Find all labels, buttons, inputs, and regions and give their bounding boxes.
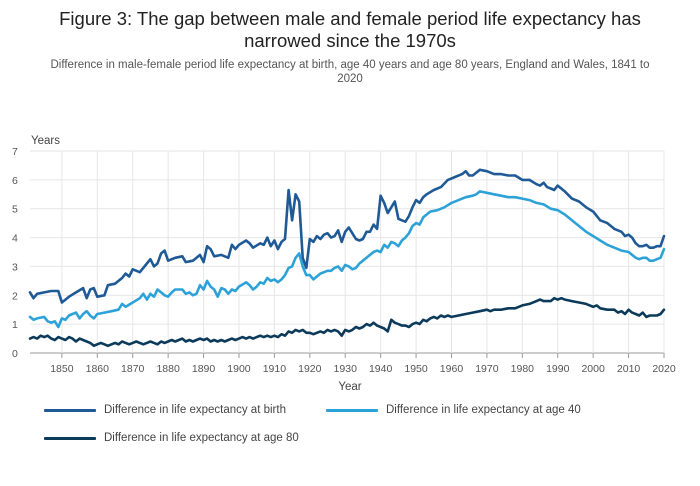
x-tick-label: 1950 (404, 363, 428, 375)
y-tick-label: 7 (12, 146, 18, 158)
x-tick-label: 1970 (475, 363, 499, 375)
x-tick-label: 1890 (192, 363, 216, 375)
y-tick-label: 5 (12, 204, 18, 216)
legend-label-age-80: Difference in life expectancy at age 80 (104, 432, 299, 444)
gridlines (30, 150, 665, 354)
x-tick-label: 1910 (263, 363, 287, 375)
x-tick-label: 1860 (86, 363, 110, 375)
legend-label-birth: Difference in life expectancy at birth (104, 404, 286, 416)
y-tick-label: 3 (12, 261, 18, 273)
series-lines (28, 168, 666, 348)
legend-item-age-40[interactable]: Difference in life expectancy at age 40 (326, 404, 581, 416)
legend-item-age-80[interactable]: Difference in life expectancy at age 80 (44, 432, 299, 444)
x-tick-label: 1980 (511, 363, 535, 375)
y-axis-ticks: 0 1 2 3 4 5 6 7 (12, 146, 18, 360)
y-tick-label: 2 (12, 290, 18, 302)
y-axis-label: Years (31, 135, 60, 147)
legend-swatch-age-40 (326, 408, 378, 412)
series-line-age-40 (28, 190, 666, 329)
x-tick-label: 1930 (334, 363, 358, 375)
x-tick-label: 1940 (369, 363, 393, 375)
x-tick-label: 1870 (121, 363, 145, 375)
x-axis-ticks: 1850 1860 1870 1880 1890 1900 1910 1920 1930 1940… (50, 353, 676, 375)
x-tick-label: 2010 (617, 363, 641, 375)
y-tick-label: 0 (12, 348, 18, 360)
legend-label-age-40: Difference in life expectancy at age 40 (386, 404, 581, 416)
chart-title: Figure 3: The gap between male and femal… (59, 8, 641, 51)
legend: Difference in life expectancy at birth D… (44, 404, 684, 454)
y-tick-label: 6 (12, 175, 18, 187)
x-tick-label: 1850 (50, 363, 74, 375)
legend-item-birth[interactable]: Difference in life expectancy at birth (44, 404, 286, 416)
legend-swatch-age-80 (44, 436, 96, 440)
x-tick-label: 1920 (298, 363, 322, 375)
x-tick-label: 1880 (156, 363, 180, 375)
y-tick-label: 1 (12, 319, 18, 331)
chart-subtitle: Difference in male-female period life ex… (50, 59, 650, 85)
x-tick-label: 2000 (581, 363, 605, 375)
y-tick-label: 4 (12, 233, 18, 245)
x-tick-label: 1990 (546, 363, 570, 375)
series-line-age-80 (28, 296, 666, 348)
x-axis-label: Year (338, 381, 362, 393)
legend-swatch-birth (44, 408, 96, 412)
x-tick-label: 1900 (227, 363, 251, 375)
x-tick-label: 1960 (440, 363, 464, 375)
series-line-birth (28, 168, 666, 304)
x-tick-label: 2020 (652, 363, 676, 375)
